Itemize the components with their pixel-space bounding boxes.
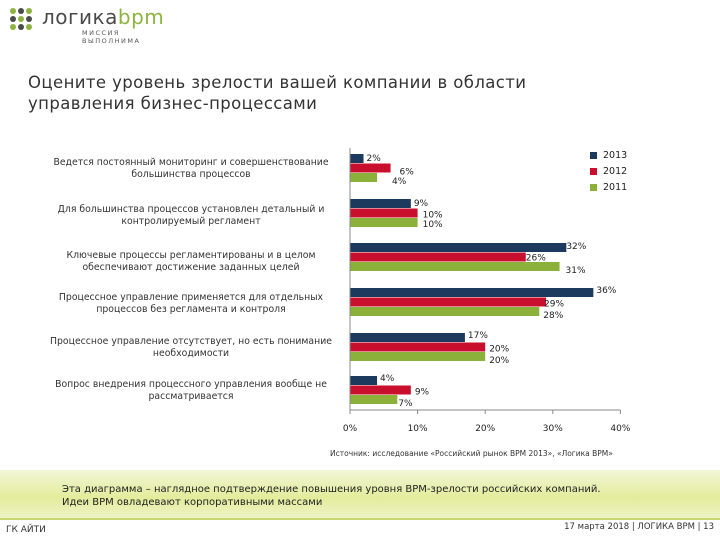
bar-chart: 2%9%32%36%17%4%6%10%26%29%20%9%4%10%31%2… xyxy=(343,148,631,434)
logo-wordmark: логикаbpm xyxy=(42,5,164,29)
category-label-line: контролируемый регламент xyxy=(121,216,261,227)
page-title: Оцените уровень зрелости вашей компании … xyxy=(28,72,678,114)
category-label-line: необходимости xyxy=(152,348,230,359)
data-label: 28% xyxy=(543,311,563,321)
category-label: Ключевые процессы регламентированы и в ц… xyxy=(40,250,342,274)
bar-2012 xyxy=(350,385,411,395)
x-tick-label: 10% xyxy=(408,424,428,434)
data-label: 20% xyxy=(489,356,509,366)
logo: логикаbpm МИССИЯ ВЫПОЛНИМА xyxy=(8,5,178,45)
logo-dots-icon xyxy=(10,8,32,30)
source-note: Источник: исследование «Российский рынок… xyxy=(330,449,613,458)
bar-2013 xyxy=(350,199,411,208)
bar-2013 xyxy=(350,333,465,342)
bar-2012 xyxy=(350,342,486,352)
logo-name-main: логика xyxy=(42,5,118,29)
bar-2011 xyxy=(350,307,540,316)
footer-company: ГК АЙТИ xyxy=(6,525,46,535)
bar-2012 xyxy=(350,252,526,262)
data-label: 26% xyxy=(526,254,546,264)
bar-2011 xyxy=(350,218,418,227)
bar-2011 xyxy=(350,395,398,404)
data-label: 10% xyxy=(423,220,443,230)
bar-2011 xyxy=(350,173,378,182)
category-label: Процессное управление применяется для от… xyxy=(40,292,342,316)
logo-name-accent: bpm xyxy=(117,5,165,29)
category-label: Ведется постоянный мониторинг и совершен… xyxy=(40,157,342,181)
data-label: 20% xyxy=(489,345,509,355)
legend-swatch-2013 xyxy=(590,152,597,159)
title-line-2: управления бизнес-процессами xyxy=(28,94,318,113)
data-label: 2% xyxy=(367,154,382,164)
data-label: 6% xyxy=(400,168,415,178)
bar-2012 xyxy=(350,163,391,173)
category-label-line: процессов без регламента и контроля xyxy=(96,304,286,315)
data-label: 17% xyxy=(468,331,488,341)
bar-2012 xyxy=(350,297,547,307)
data-label: 4% xyxy=(392,177,407,187)
data-label: 9% xyxy=(415,388,430,398)
x-tick-label: 20% xyxy=(475,424,495,434)
category-label: Вопрос внедрения процессного управления … xyxy=(40,379,342,403)
category-label-line: Вопрос внедрения процессного управления … xyxy=(55,379,327,390)
legend-swatch-2012 xyxy=(590,168,597,175)
category-label-line: Процессное управление применяется для от… xyxy=(58,292,324,303)
legend-swatch-2011 xyxy=(590,184,597,191)
banner-line-2: Идеи BPM овладевают корпоративными масса… xyxy=(62,497,323,508)
category-label-line: большинства процессов xyxy=(131,169,251,180)
bar-2011 xyxy=(350,262,560,271)
category-label-line: Ключевые процессы регламентированы и в ц… xyxy=(66,250,316,261)
x-tick-label: 40% xyxy=(610,424,630,434)
data-label: 31% xyxy=(566,266,586,276)
category-label: Процессное управление отсутствует, но ес… xyxy=(40,336,342,360)
category-label-line: обеспечивают достижение заданных целей xyxy=(82,262,300,273)
bar-2013 xyxy=(350,376,378,385)
data-label: 7% xyxy=(398,399,413,409)
footer-divider xyxy=(0,518,720,520)
x-tick-label: 0% xyxy=(343,424,358,434)
category-label-line: Процессное управление отсутствует, но ес… xyxy=(50,336,332,347)
data-label: 4% xyxy=(380,374,395,384)
banner-text: Эта диаграмма – наглядное подтверждение … xyxy=(62,483,601,509)
data-label: 9% xyxy=(414,199,429,209)
data-label: 36% xyxy=(596,286,616,296)
category-label-line: Для большинства процессов установлен дет… xyxy=(57,204,325,215)
banner-line-1: Эта диаграмма – наглядное подтверждение … xyxy=(62,484,601,495)
bar-2011 xyxy=(350,352,486,361)
category-label-line: Ведется постоянный мониторинг и совершен… xyxy=(53,157,329,168)
logo-tagline: МИССИЯ ВЫПОЛНИМА xyxy=(82,29,141,45)
category-label: Для большинства процессов установлен дет… xyxy=(40,204,342,228)
bar-2013 xyxy=(350,154,364,163)
legend-label: 2011 xyxy=(603,182,628,193)
data-label: 29% xyxy=(544,300,564,310)
data-label: 10% xyxy=(423,211,443,221)
conclusion-banner xyxy=(0,470,720,520)
footer-meta: 17 марта 2018 | ЛОГИКА BPM | 13 xyxy=(564,522,714,532)
x-tick-label: 30% xyxy=(543,424,563,434)
bar-2012 xyxy=(350,208,418,218)
category-label-line: рассматривается xyxy=(148,391,234,402)
legend-label: 2012 xyxy=(603,166,628,177)
title-line-1: Оцените уровень зрелости вашей компании … xyxy=(28,73,527,92)
legend-label: 2013 xyxy=(603,150,628,161)
bar-2013 xyxy=(350,288,594,297)
data-label: 32% xyxy=(566,242,586,252)
bar-2013 xyxy=(350,243,567,252)
